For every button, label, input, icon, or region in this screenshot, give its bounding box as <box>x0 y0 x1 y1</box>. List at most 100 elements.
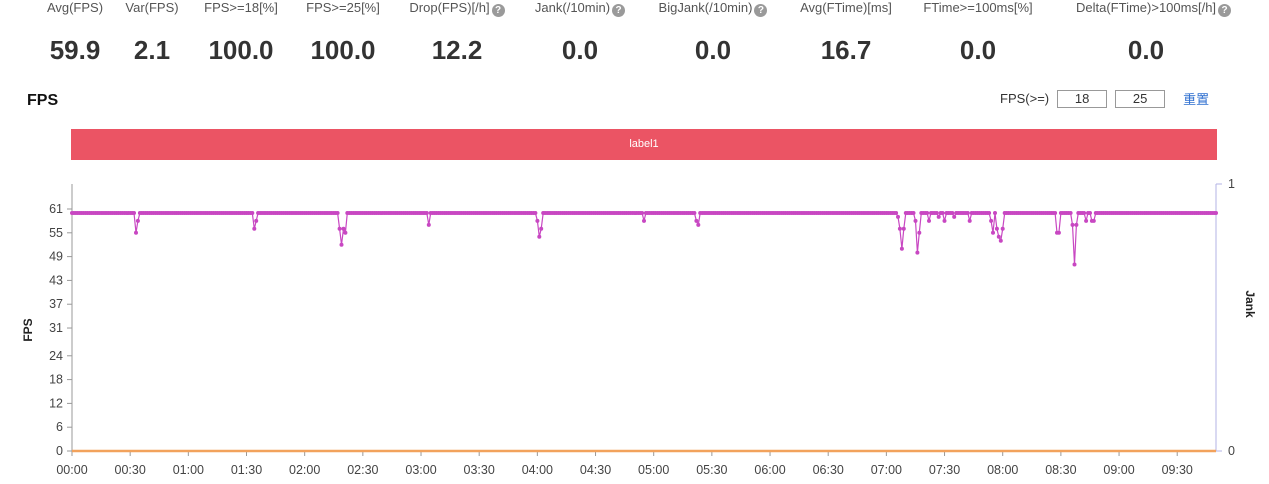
x-tick-label: 01:30 <box>231 463 262 477</box>
stat-label: Delta(FTime)>100ms[/h]? <box>1076 0 1232 18</box>
stat-value: 100.0 <box>310 35 376 65</box>
stat-label: Avg(FTime)[ms] <box>776 0 916 18</box>
question-mark-icon[interactable]: ? <box>612 4 626 17</box>
stat-value: 0.0 <box>694 35 732 65</box>
x-tick-label: 04:00 <box>522 463 553 477</box>
y-tick-label: 55 <box>49 226 63 240</box>
question-mark-icon[interactable]: ? <box>1218 4 1232 17</box>
stat-label: FPS>=25[%] <box>273 0 413 18</box>
stat-9: FTime>=100ms[%] 0.0 <box>908 0 1048 64</box>
y-tick-label: 49 <box>49 250 63 264</box>
stat-label-text: FPS>=18[%] <box>204 0 278 15</box>
stat-value: 2.1 <box>133 35 171 65</box>
y-tick-label: 61 <box>49 202 63 216</box>
fps-point <box>965 211 970 215</box>
fps-point <box>913 218 918 223</box>
question-mark-icon[interactable]: ? <box>491 4 505 17</box>
fps-point <box>899 246 904 251</box>
y2-axis-title: Jank <box>1243 290 1257 318</box>
label-bar[interactable]: label1 <box>71 129 1217 160</box>
fps-point <box>989 218 994 223</box>
fps-point <box>942 218 947 223</box>
fps-point <box>1068 211 1073 215</box>
fps-threshold-low-input[interactable] <box>1057 89 1108 108</box>
stat-label-text: BigJank(/10min) <box>658 0 753 15</box>
stat-value: 0.0 <box>959 35 997 65</box>
x-tick-label: 05:30 <box>696 463 727 477</box>
stat-10: Delta(FTime)>100ms[/h]? 0.0 <box>1076 0 1232 65</box>
stat-value: 59.9 <box>49 35 101 65</box>
x-tick-label: 00:00 <box>56 463 87 477</box>
fps-point <box>337 226 342 231</box>
fps-point <box>901 226 906 231</box>
stat-8: Avg(FTime)[ms] 16.7 <box>776 0 916 64</box>
fps-point <box>250 211 255 215</box>
x-tick-label: 02:30 <box>347 463 378 477</box>
y-tick-label: 6 <box>56 420 63 434</box>
fps-point <box>640 211 645 215</box>
fps-point <box>341 226 346 231</box>
x-tick-label: 06:30 <box>813 463 844 477</box>
y-tick-label: 0 <box>56 444 63 458</box>
fps-point <box>927 218 931 223</box>
stat-label-text: Avg(FPS) <box>46 0 104 15</box>
stat-1: Avg(FPS) 59.9 <box>5 0 145 64</box>
y2-tick-label: 0 <box>1228 444 1235 458</box>
stat-label: BigJank(/10min)? <box>643 0 783 18</box>
stat-label: Drop(FPS)[/h]? <box>387 0 527 18</box>
stat-label-text: Avg(FTime)[ms] <box>800 0 892 15</box>
x-tick-label: 07:00 <box>871 463 902 477</box>
fps-point <box>424 211 429 215</box>
y-tick-label: 18 <box>49 373 63 387</box>
fps-point <box>1070 222 1075 227</box>
stat-value: 16.7 <box>820 35 872 65</box>
fps-point <box>696 222 701 227</box>
fps-point <box>1074 222 1079 227</box>
fps-point <box>426 222 431 227</box>
fps-point <box>343 230 348 235</box>
y-tick-label: 12 <box>49 396 63 410</box>
fps-point <box>1088 211 1092 215</box>
stat-6: Jank(/10min)? 0.0 <box>510 0 650 64</box>
x-tick-label: 08:00 <box>987 463 1018 477</box>
fps-point <box>535 218 540 223</box>
fps-point <box>911 211 916 215</box>
fps-point <box>896 214 900 219</box>
fps-point <box>1082 211 1087 215</box>
reset-button[interactable]: 重置 <box>1183 92 1210 107</box>
stat-4: FPS>=25[%] 100.0 <box>273 0 413 64</box>
fps-point <box>692 211 697 215</box>
question-mark-icon[interactable]: ? <box>754 4 768 17</box>
fps-point <box>925 211 930 215</box>
fps-point <box>1053 211 1058 215</box>
y-tick-label: 37 <box>49 297 63 311</box>
chart-title: FPS <box>27 92 59 109</box>
fps-point <box>1084 218 1089 223</box>
x-tick-label: 09:30 <box>1162 463 1193 477</box>
fps-point <box>987 211 992 215</box>
x-tick-label: 07:30 <box>929 463 960 477</box>
y-tick-label: 31 <box>49 321 63 335</box>
stat-label: Var(FPS) <box>82 0 222 18</box>
fps-point <box>254 218 259 223</box>
fps-point <box>952 214 957 219</box>
fps-point <box>993 211 997 215</box>
fps-chart: 0 6 12 18 24 31 37 43 49 55 61 0 1 00:00 00:30 01:00 01:… <box>21 177 1257 477</box>
x-tick-label: 06:00 <box>754 463 785 477</box>
fps-point <box>917 230 922 235</box>
stat-label-text: Jank(/10min) <box>534 0 611 15</box>
fps-point <box>335 211 340 215</box>
stat-3: FPS>=18[%] 100.0 <box>171 0 311 64</box>
fps-point <box>1214 211 1218 215</box>
fps-point <box>1091 218 1096 223</box>
fps-threshold-high-input[interactable] <box>1115 89 1166 108</box>
fps-point <box>339 242 344 247</box>
stat-value: 0.0 <box>561 35 599 65</box>
x-tick-label: 01:00 <box>173 463 204 477</box>
stat-value: 0.0 <box>1127 35 1165 65</box>
stat-label: FTime>=100ms[%] <box>908 0 1048 18</box>
y2-tick-label: 1 <box>1228 177 1235 191</box>
fps-point <box>642 218 646 223</box>
x-tick-label: 03:00 <box>405 463 436 477</box>
fps-point <box>1056 230 1061 235</box>
